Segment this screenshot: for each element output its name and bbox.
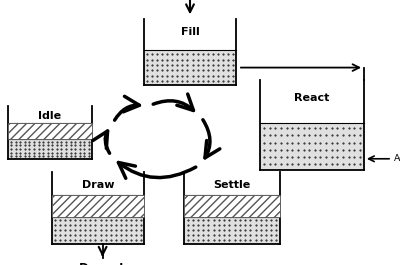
Text: Idle: Idle <box>38 111 62 121</box>
Bar <box>52 217 144 244</box>
Text: Fill: Fill <box>181 27 199 37</box>
Bar <box>52 195 144 217</box>
Bar <box>8 123 92 139</box>
Text: Settle: Settle <box>213 180 251 190</box>
Bar <box>184 195 280 217</box>
Bar <box>184 217 280 244</box>
Text: Decant: Decant <box>79 262 126 265</box>
Bar <box>144 50 236 85</box>
Text: React: React <box>294 92 330 103</box>
Text: Draw: Draw <box>82 180 114 190</box>
Bar <box>8 139 92 159</box>
Text: Aeration/mixing: Aeration/mixing <box>394 154 400 163</box>
Bar <box>260 123 364 170</box>
